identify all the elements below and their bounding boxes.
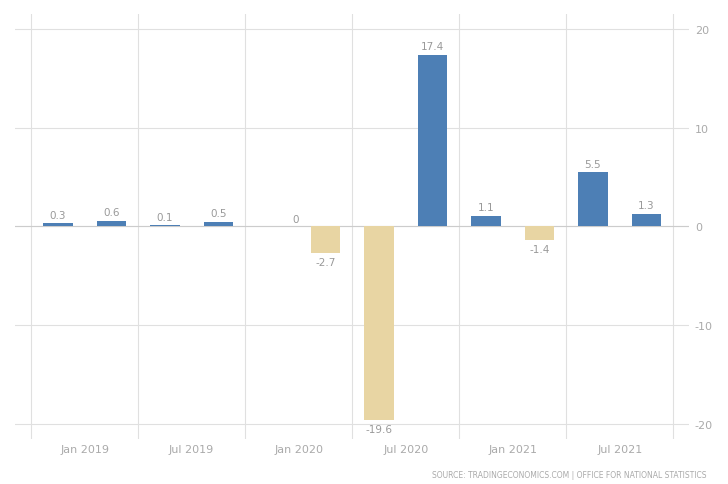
Text: -2.7: -2.7 <box>315 257 336 267</box>
Text: 17.4: 17.4 <box>421 42 444 52</box>
Text: 0.6: 0.6 <box>103 208 119 218</box>
Text: SOURCE: TRADINGECONOMICS.COM | OFFICE FOR NATIONAL STATISTICS: SOURCE: TRADINGECONOMICS.COM | OFFICE FO… <box>432 470 706 479</box>
Text: 1.1: 1.1 <box>478 203 494 212</box>
Bar <box>311 227 340 254</box>
Bar <box>204 222 233 227</box>
Text: 0.1: 0.1 <box>157 212 173 223</box>
Text: -19.6: -19.6 <box>365 424 392 434</box>
Bar <box>43 224 73 227</box>
Text: 0: 0 <box>292 214 298 225</box>
Bar <box>471 216 501 227</box>
Bar <box>150 226 180 227</box>
Bar <box>97 221 126 227</box>
Text: 0.5: 0.5 <box>210 209 226 219</box>
Bar <box>578 173 608 227</box>
Bar <box>632 214 661 227</box>
Text: 5.5: 5.5 <box>585 159 601 169</box>
Text: -1.4: -1.4 <box>529 244 550 254</box>
Bar <box>364 227 394 420</box>
Bar <box>525 227 554 241</box>
Text: 1.3: 1.3 <box>638 201 654 211</box>
Text: 0.3: 0.3 <box>50 211 66 221</box>
Bar <box>418 55 447 227</box>
